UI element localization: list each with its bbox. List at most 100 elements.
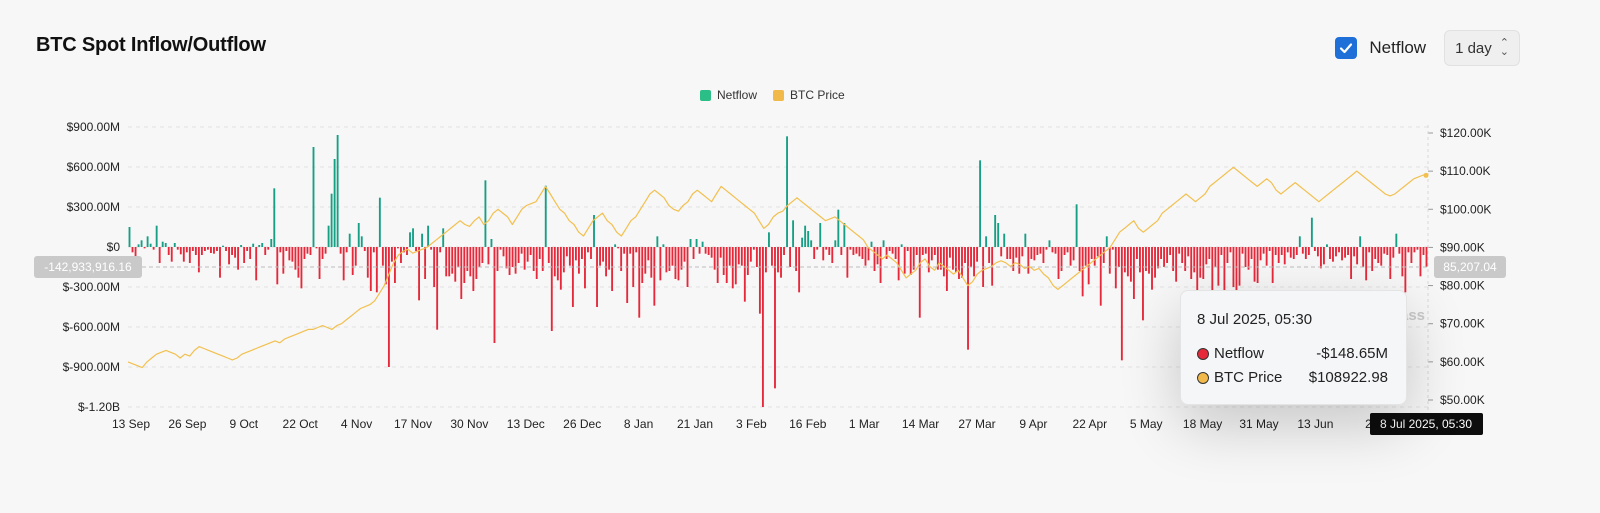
netflow-bar bbox=[1398, 247, 1401, 254]
netflow-bar bbox=[327, 225, 330, 247]
netflow-bar bbox=[505, 247, 508, 269]
netflow-bar bbox=[1286, 247, 1289, 253]
netflow-bar bbox=[1265, 247, 1268, 266]
x-axis-tick: 1 Mar bbox=[849, 417, 880, 431]
interval-select[interactable]: 1 day ⌃ ⌄ bbox=[1444, 30, 1520, 66]
netflow-bar bbox=[1163, 247, 1166, 267]
netflow-bar bbox=[1117, 247, 1120, 267]
netflow-bar bbox=[828, 247, 831, 255]
netflow-bar bbox=[888, 247, 891, 251]
netflow-bar bbox=[339, 247, 342, 254]
netflow-bar bbox=[1380, 247, 1383, 266]
netflow-bar bbox=[804, 225, 807, 247]
netflow-bar bbox=[1090, 247, 1093, 259]
netflow-bar bbox=[1283, 247, 1286, 265]
legend-swatch-btc-price bbox=[773, 89, 785, 101]
x-axis-tick: 18 May bbox=[1183, 417, 1222, 431]
netflow-bar bbox=[1075, 204, 1078, 247]
netflow-bar bbox=[653, 247, 656, 306]
netflow-bar bbox=[915, 247, 918, 255]
netflow-bar bbox=[1371, 247, 1374, 271]
netflow-bar bbox=[520, 247, 523, 254]
netflow-bar bbox=[375, 247, 378, 293]
netflow-bar bbox=[900, 244, 903, 247]
netflow-bar bbox=[997, 223, 1000, 247]
x-axis-tick: 13 Jun bbox=[1297, 417, 1333, 431]
netflow-bar bbox=[1123, 247, 1126, 273]
tooltip-dot-netflow bbox=[1197, 347, 1209, 360]
netflow-bar bbox=[225, 247, 227, 251]
netflow-bar bbox=[961, 247, 963, 278]
netflow-bar bbox=[529, 247, 532, 255]
netflow-bar bbox=[1392, 247, 1395, 258]
netflow-bar bbox=[1105, 236, 1108, 247]
netflow-bar bbox=[526, 247, 529, 262]
netflow-bar bbox=[1280, 247, 1283, 255]
netflow-bar bbox=[927, 247, 930, 273]
netflow-bar bbox=[942, 247, 945, 277]
netflow-bar bbox=[1120, 247, 1123, 361]
netflow-bar bbox=[457, 247, 460, 267]
y-axis-right-tick: $100.00K bbox=[1440, 202, 1491, 216]
legend-item-btc-price[interactable]: BTC Price bbox=[773, 88, 845, 102]
netflow-bar bbox=[261, 243, 264, 247]
btc-price-line bbox=[127, 166, 1429, 369]
netflow-bar bbox=[1084, 247, 1087, 266]
netflow-bar bbox=[970, 247, 972, 267]
netflow-bar bbox=[1353, 247, 1356, 257]
netflow-bar bbox=[203, 247, 206, 251]
netflow-bar bbox=[1413, 247, 1416, 253]
netflow-bar bbox=[571, 247, 574, 307]
netflow-bar bbox=[436, 247, 439, 330]
netflow-bar bbox=[692, 247, 695, 259]
y-axis-left-tick: $600.00M bbox=[67, 160, 120, 174]
netflow-bar bbox=[532, 247, 535, 271]
tooltip-dot-btc-price bbox=[1197, 371, 1209, 384]
tooltip-value-netflow: -$148.65M bbox=[1316, 345, 1388, 362]
netflow-bar bbox=[1416, 247, 1419, 250]
netflow-bar bbox=[701, 241, 704, 247]
netflow-bar bbox=[1030, 247, 1033, 259]
netflow-bar bbox=[1377, 247, 1380, 263]
netflow-bar bbox=[161, 241, 164, 247]
netflow-bar bbox=[810, 240, 813, 247]
page-title: BTC Spot Inflow/Outflow bbox=[36, 34, 266, 56]
legend-label-btc-price: BTC Price bbox=[790, 88, 845, 102]
netflow-bar bbox=[478, 247, 481, 267]
netflow-bar bbox=[816, 247, 819, 250]
netflow-bar bbox=[538, 247, 541, 259]
netflow-bar bbox=[541, 247, 544, 271]
netflow-bar bbox=[1184, 247, 1187, 271]
netflow-bar bbox=[1295, 247, 1298, 255]
netflow-bar bbox=[936, 247, 939, 270]
check-icon bbox=[1340, 43, 1353, 54]
netflow-bar bbox=[641, 247, 644, 283]
netflow-bar bbox=[424, 247, 427, 279]
netflow-checkbox[interactable] bbox=[1335, 37, 1358, 59]
netflow-bar bbox=[581, 247, 583, 259]
netflow-bar bbox=[1229, 247, 1232, 253]
legend-swatch-netflow bbox=[700, 89, 711, 101]
crosshair-left-label-bg bbox=[34, 256, 142, 278]
y-axis-right-tick: $120.00K bbox=[1440, 126, 1491, 140]
netflow-bar bbox=[409, 232, 411, 247]
x-axis-tick: 16 Feb bbox=[789, 417, 827, 431]
netflow-bar bbox=[671, 247, 674, 266]
netflow-bar bbox=[1199, 247, 1202, 278]
netflow-bar bbox=[496, 247, 499, 271]
netflow-bar bbox=[665, 247, 668, 273]
netflow-bar bbox=[303, 247, 306, 259]
netflow-bar bbox=[602, 247, 604, 262]
netflow-bar bbox=[185, 247, 188, 253]
netflow-bar bbox=[1042, 247, 1045, 263]
netflow-bar bbox=[366, 247, 369, 278]
netflow-bar bbox=[1205, 247, 1208, 265]
netflow-bar bbox=[593, 215, 595, 247]
netflow-bar bbox=[1316, 247, 1319, 257]
netflow-bar bbox=[1401, 247, 1404, 277]
netflow-checkbox-label[interactable]: Netflow bbox=[1369, 38, 1427, 57]
legend-item-netflow[interactable]: Netflow bbox=[700, 88, 757, 102]
netflow-bar bbox=[1217, 247, 1220, 286]
netflow-bar bbox=[749, 247, 752, 262]
